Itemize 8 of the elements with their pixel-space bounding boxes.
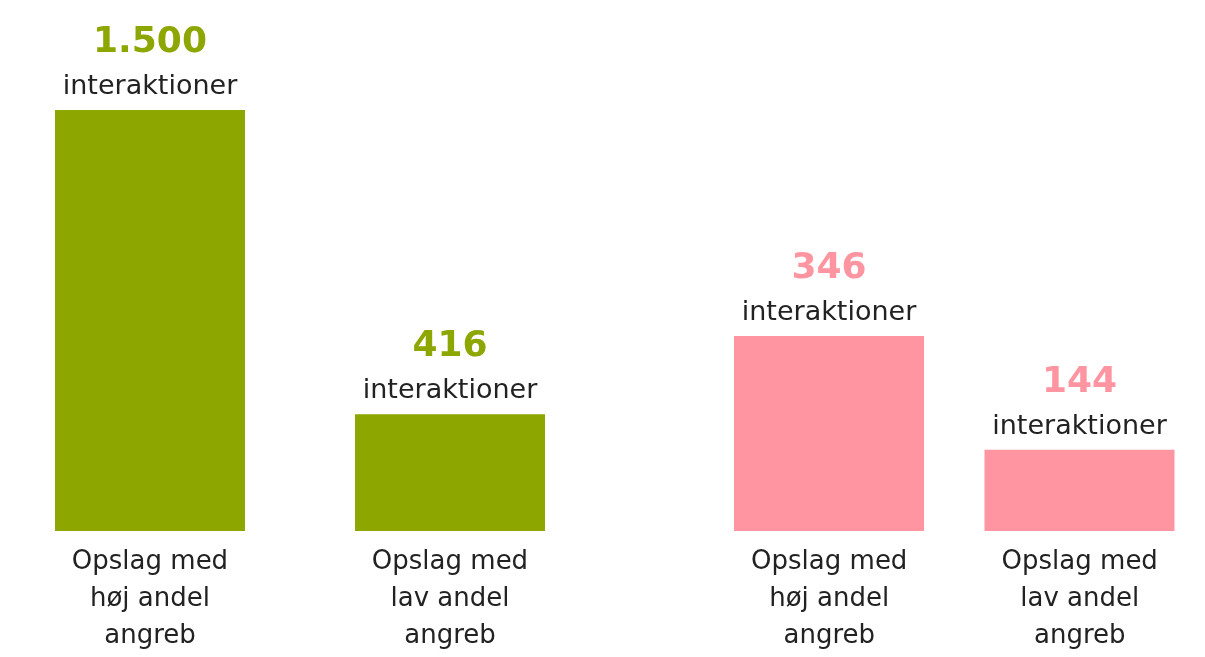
x-tick-label: Opslag med høj andel angreb: [751, 545, 908, 649]
x-tick-label: Opslag med høj andel angreb: [71, 545, 229, 649]
data-label: 346 interaktioner: [741, 245, 918, 326]
data-label: 144 interaktioner: [992, 358, 1168, 440]
x-tick-label: Opslag med lav andel angreb: [371, 545, 529, 649]
data-label: 416 interaktioner: [362, 323, 539, 405]
data-label: 1.500 interaktioner: [62, 19, 239, 100]
x-tick-label: Opslag med lav andel angreb: [1001, 545, 1158, 649]
